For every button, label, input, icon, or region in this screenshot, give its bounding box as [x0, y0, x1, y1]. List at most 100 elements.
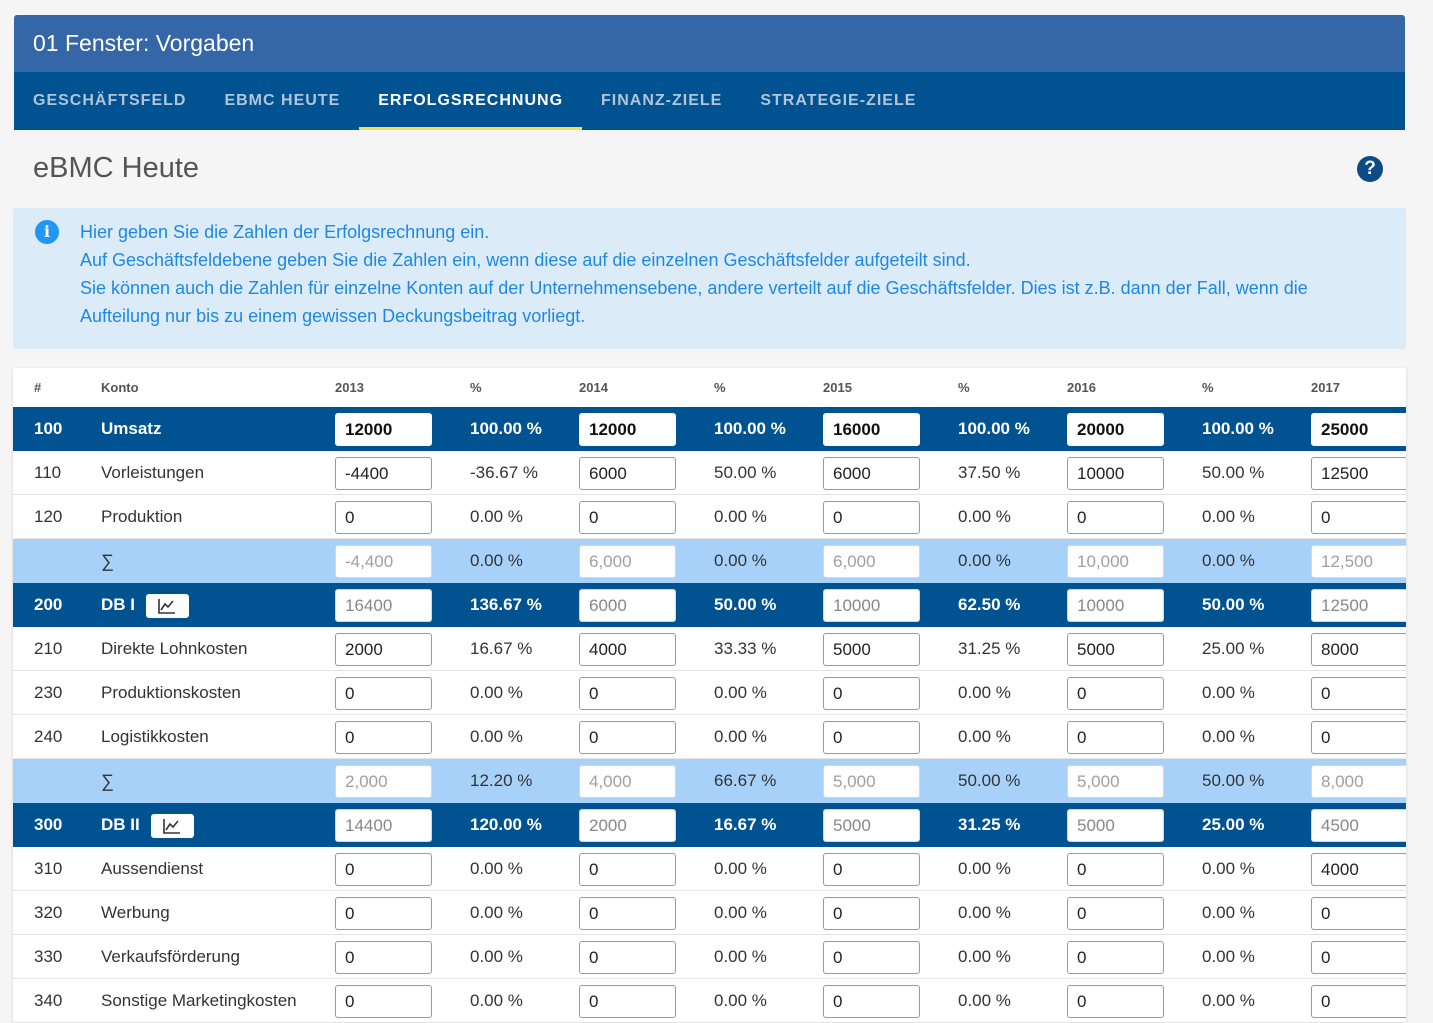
tab-ebmc-heute[interactable]: EBMC HEUTE [224, 92, 341, 109]
value-input: -4,400 [335, 545, 432, 578]
value-input[interactable]: 0 [1311, 985, 1406, 1018]
percent-value: 0.00 % [470, 551, 523, 570]
value-input[interactable]: 0 [335, 985, 432, 1018]
value-input[interactable]: 0 [823, 721, 920, 754]
value-input[interactable]: 0 [1067, 941, 1164, 974]
percent-value: 136.67 % [470, 595, 542, 614]
value-input: 10,000 [1067, 545, 1164, 578]
value-input[interactable]: 0 [1311, 677, 1406, 710]
value-input[interactable]: 0 [823, 985, 920, 1018]
percent-value: 100.00 % [714, 419, 786, 438]
value-input[interactable]: 0 [335, 721, 432, 754]
percent-value: 0.00 % [958, 683, 1011, 702]
percent-value: -36.67 % [470, 463, 539, 482]
percent-value: 50.00 % [1202, 463, 1265, 482]
value-input[interactable]: 0 [1067, 897, 1164, 930]
value-input[interactable]: 0 [823, 897, 920, 930]
line-chart-icon [158, 599, 175, 614]
value-input[interactable]: 0 [823, 677, 920, 710]
tab-geschaeftsfeld[interactable]: GESCHÄFTSFELD [33, 92, 187, 109]
value-input[interactable]: 0 [1067, 677, 1164, 710]
table-row: 340 Sonstige Marketingkosten 0 0.00 % 0 0.00 … [13, 979, 1406, 1023]
value-input[interactable]: 0 [579, 941, 676, 974]
value-input[interactable]: 2000 [335, 633, 432, 666]
value-input[interactable]: 0 [823, 501, 920, 534]
tab-erfolgsrechnung[interactable]: ERFOLGSRECHNUNG [359, 72, 582, 130]
value-input[interactable]: 6000 [579, 457, 676, 490]
value-input[interactable]: 0 [335, 501, 432, 534]
value-input[interactable]: 12000 [335, 413, 432, 446]
value-input[interactable]: 6000 [823, 457, 920, 490]
value-input[interactable]: 0 [579, 985, 676, 1018]
value-input[interactable]: 4000 [579, 633, 676, 666]
konto-label: Werbung [101, 903, 170, 922]
value-input[interactable]: 0 [579, 677, 676, 710]
erfolgsrechnung-table: # Konto 2013 % 2014 % 2015 % 2016 % 2017… [13, 368, 1406, 1023]
konto-label: Vorleistungen [101, 463, 205, 482]
value-input[interactable]: 0 [335, 897, 432, 930]
table-row: 230 Produktionskosten 0 0.00 % 0 0.00 % 0 0.00 … [13, 671, 1406, 715]
percent-value: 0.00 % [1202, 947, 1255, 966]
value-input[interactable]: 0 [1311, 897, 1406, 930]
value-input[interactable]: 25000 [1311, 413, 1406, 446]
value-input[interactable]: 0 [579, 897, 676, 930]
table-row: 110 Vorleistungen -4400 -36.67 % 6000 50.00 %… [13, 451, 1406, 495]
value-input[interactable]: 0 [1311, 721, 1406, 754]
value-input[interactable]: 0 [823, 853, 920, 886]
percent-value: 33.33 % [714, 639, 777, 658]
percent-value: 0.00 % [470, 683, 523, 702]
header-year: 2016 [1067, 380, 1096, 395]
value-input[interactable]: 0 [579, 853, 676, 886]
percent-value: 0.00 % [1202, 903, 1255, 922]
header-year: 2015 [823, 380, 852, 395]
chart-button[interactable] [151, 814, 194, 838]
percent-value: 50.00 % [1202, 771, 1265, 790]
value-input[interactable]: 4000 [1311, 853, 1406, 886]
value-input[interactable]: 0 [1067, 853, 1164, 886]
tab-strategie-ziele[interactable]: STRATEGIE-ZIELE [760, 92, 917, 109]
value-input[interactable]: 8000 [1311, 633, 1406, 666]
value-input[interactable]: 16000 [823, 413, 920, 446]
value-input: 6,000 [579, 545, 676, 578]
value-input[interactable]: 0 [1067, 721, 1164, 754]
percent-value: 0.00 % [470, 991, 523, 1010]
value-input[interactable]: 0 [579, 721, 676, 754]
value-input: 12500 [1311, 589, 1406, 622]
table-row-total: 200 DB I 16400 136.67 % 6000 50.00 % 10000 62.5… [13, 583, 1406, 627]
value-input[interactable]: 5000 [823, 633, 920, 666]
value-input[interactable]: 12000 [579, 413, 676, 446]
value-input[interactable]: 0 [1311, 501, 1406, 534]
percent-value: 0.00 % [714, 903, 767, 922]
value-input[interactable]: 0 [1311, 941, 1406, 974]
value-input[interactable]: 0 [823, 941, 920, 974]
percent-value: 100.00 % [958, 419, 1030, 438]
percent-value: 16.67 % [714, 815, 777, 834]
value-input[interactable]: 20000 [1067, 413, 1164, 446]
value-input: 5000 [823, 809, 920, 842]
table-row: 120 Produktion 0 0.00 % 0 0.00 % 0 0.00 % 0 0.00 … [13, 495, 1406, 539]
value-input[interactable]: 0 [335, 941, 432, 974]
konto-label: Produktion [101, 507, 183, 526]
value-input[interactable]: 12500 [1311, 457, 1406, 490]
tab-finanz-ziele[interactable]: FINANZ-ZIELE [601, 92, 723, 109]
percent-value: 0.00 % [714, 727, 767, 746]
value-input[interactable]: 0 [1067, 501, 1164, 534]
value-input[interactable]: 5000 [1067, 633, 1164, 666]
value-input: 2,000 [335, 765, 432, 798]
chart-button[interactable] [146, 594, 189, 618]
value-input[interactable]: 0 [335, 677, 432, 710]
question-circle-icon[interactable]: ? [1357, 156, 1383, 182]
table-row: 210 Direkte Lohnkosten 2000 16.67 % 4000 33.3… [13, 627, 1406, 671]
konto-label: Umsatz [101, 419, 162, 438]
value-input[interactable]: 0 [335, 853, 432, 886]
percent-value: 0.00 % [714, 507, 767, 526]
value-input[interactable]: 0 [1067, 985, 1164, 1018]
table-row-sum: ∑ 2,000 12.20 % 4,000 66.67 % 5,000 50.00 % 5,0… [13, 759, 1406, 803]
value-input[interactable]: 0 [579, 501, 676, 534]
value-input[interactable]: -4400 [335, 457, 432, 490]
percent-value: 12.20 % [470, 771, 533, 790]
percent-value: 31.25 % [958, 639, 1021, 658]
table-row-sum: ∑ -4,400 0.00 % 6,000 0.00 % 6,000 0.00 % 10,00… [13, 539, 1406, 583]
value-input[interactable]: 10000 [1067, 457, 1164, 490]
konto-number: 300 [34, 815, 63, 834]
